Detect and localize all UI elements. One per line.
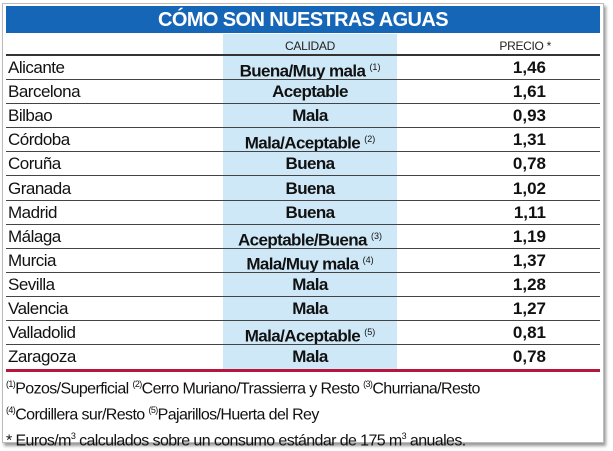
precio-value: 1,11 xyxy=(513,202,546,222)
precio-value: 1,19 xyxy=(512,226,546,246)
calidad-value: Aceptable/Buena (3) xyxy=(237,230,383,250)
table-row: Málaga Aceptable/Buena (3) 1,19 xyxy=(6,225,600,250)
precio-value: 0,93 xyxy=(512,106,546,126)
calidad-value: Mala/Muy mala (4) xyxy=(246,254,374,274)
precio-value: 1,46 xyxy=(512,58,546,77)
calidad-value: Mala/Aceptable (5) xyxy=(244,326,376,346)
precio-value: 1,37 xyxy=(512,250,546,270)
city-name: Barcelona xyxy=(8,82,81,102)
row-divider xyxy=(6,247,600,249)
table-row: Madrid Buena 1,11 xyxy=(6,201,600,224)
city-name: Málaga xyxy=(8,226,61,246)
city-name: Córdoba xyxy=(8,130,70,150)
calidad-value: Mala/Aceptable (2) xyxy=(244,133,376,153)
precio-value: 1,02 xyxy=(512,178,546,198)
precio-value: 1,61 xyxy=(512,82,546,102)
footnote-line-2: (4)Cordillera sur/Resto (5)Pajarillos/Hu… xyxy=(6,404,319,424)
precio-value: 0,78 xyxy=(512,347,546,367)
bottom-rule xyxy=(6,369,600,372)
table-row: Barcelona Aceptable 1,61 xyxy=(6,80,600,103)
calidad-value: Buena xyxy=(285,154,336,174)
city-name: Madrid xyxy=(8,202,57,222)
row-divider xyxy=(6,271,600,273)
city-name: Sevilla xyxy=(8,274,55,294)
row-divider xyxy=(6,79,600,80)
calidad-column-highlight xyxy=(223,34,397,369)
footnote-ref: (1) xyxy=(369,62,381,72)
calidad-value: Mala xyxy=(292,106,328,126)
city-name: Bilbao xyxy=(8,106,53,126)
row-divider xyxy=(6,175,600,177)
row-divider xyxy=(6,295,600,297)
footnote-price-note: * Euros/m3 calculados sobre un consumo e… xyxy=(6,430,466,449)
footnotes: (1)Pozos/Superficial (2)Cerro Muriano/Tr… xyxy=(6,374,602,451)
calidad-value: Buena xyxy=(285,202,336,222)
city-name: Valencia xyxy=(8,299,68,318)
precio-value: 1,27 xyxy=(512,299,546,318)
city-name: Coruña xyxy=(8,154,61,174)
footnote-ref: (3) xyxy=(371,230,383,241)
row-divider xyxy=(6,127,600,129)
city-name: Alicante xyxy=(8,58,65,77)
calidad-value: Mala xyxy=(292,274,328,294)
precio-value: 1,31 xyxy=(512,130,546,150)
precio-value: 0,78 xyxy=(512,154,546,174)
row-divider xyxy=(6,199,600,201)
water-quality-table: CÓMO SON NUESTRAS AGUAS CALIDAD PRECIO *… xyxy=(2,3,604,449)
calidad-value: Buena/Muy mala (1) xyxy=(239,61,381,81)
header-precio: PRECIO * xyxy=(499,39,551,53)
precio-value: 1,28 xyxy=(512,274,546,294)
table-row: Bilbao Mala 0,93 xyxy=(6,104,600,127)
table-row: Granada Buena 1,02 xyxy=(6,177,600,200)
footnote-ref: (4) xyxy=(362,254,374,265)
calidad-value: Mala xyxy=(292,299,328,318)
table-row: Alicante Buena/Muy mala (1) 1,46 xyxy=(6,56,600,81)
precio-value: 0,81 xyxy=(512,323,546,343)
row-divider xyxy=(6,151,600,153)
table-row: Coruña Buena 0,78 xyxy=(6,152,600,175)
table-row: Córdoba Mala/Aceptable (2) 1,31 xyxy=(6,128,600,153)
city-name: Granada xyxy=(8,178,71,198)
row-divider xyxy=(6,320,600,321)
calidad-value: Mala xyxy=(292,347,328,367)
table-row: Sevilla Mala 1,28 xyxy=(6,273,600,296)
calidad-value: Aceptable xyxy=(272,82,348,102)
table-title: CÓMO SON NUESTRAS AGUAS xyxy=(6,6,600,33)
row-divider xyxy=(6,103,600,105)
header-divider xyxy=(6,54,600,56)
footnote-line-1: (1)Pozos/Superficial (2)Cerro Muriano/Tr… xyxy=(6,379,480,398)
city-name: Zaragoza xyxy=(8,347,76,367)
footnote-ref: (5) xyxy=(364,327,376,338)
table-row: Zaragoza Mala 0,78 xyxy=(6,345,600,368)
city-name: Murcia xyxy=(8,250,57,270)
table-row: Valencia Mala 1,27 xyxy=(6,297,600,320)
city-name: Valladolid xyxy=(8,323,76,343)
footnote-ref: (2) xyxy=(364,134,376,145)
header-calidad: CALIDAD xyxy=(285,39,335,53)
table-row: Valladolid Mala/Aceptable (5) 0,81 xyxy=(6,321,600,346)
calidad-value: Buena xyxy=(285,178,336,198)
table-row: Murcia Mala/Muy mala (4) 1,37 xyxy=(6,249,600,274)
row-divider xyxy=(6,344,600,346)
row-divider xyxy=(6,223,600,225)
